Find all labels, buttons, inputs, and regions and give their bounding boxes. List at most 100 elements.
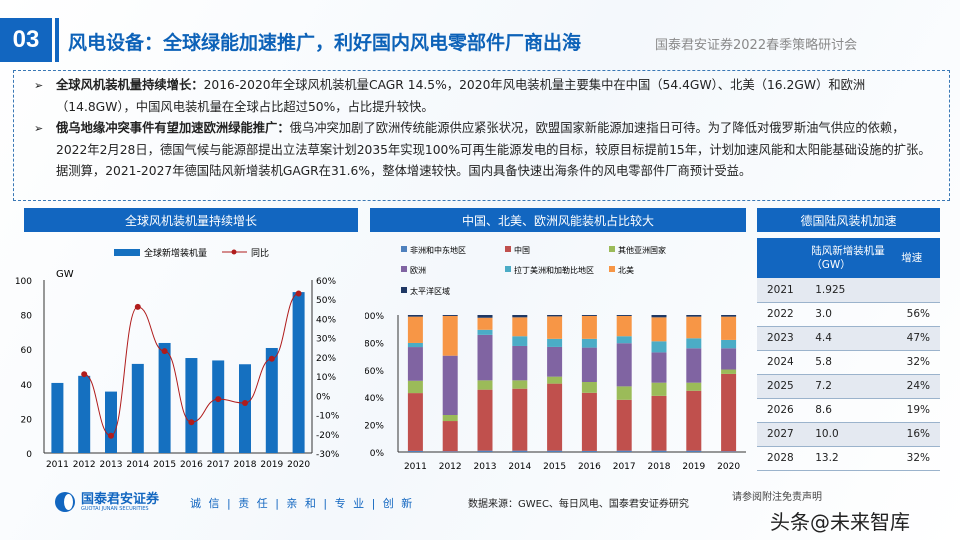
yoy-point xyxy=(242,400,248,407)
legend-label: 中国 xyxy=(514,245,530,255)
stacked-segment xyxy=(442,355,458,416)
page-title: 风电设备：全球绿能加速推广，利好国内风电零部件厂商出海 xyxy=(68,32,582,54)
table-row: 2027 10.0 16% xyxy=(757,422,940,447)
table-cell: 2023 xyxy=(757,326,806,351)
stacked-segment xyxy=(721,373,737,452)
y-tick-label: 60% xyxy=(365,367,384,377)
x-tick-label: 2013 xyxy=(474,462,497,472)
stacked-segment xyxy=(407,380,423,394)
arrow-bullet-icon: ➢ xyxy=(34,122,44,135)
y2-tick-label: -30% xyxy=(316,450,340,460)
stacked-segment xyxy=(547,383,563,451)
legend-swatch xyxy=(401,266,407,272)
table-cell: 5.8 xyxy=(805,350,896,375)
x-tick-label: 2017 xyxy=(207,460,230,470)
table-cell: 4.4 xyxy=(805,326,896,351)
yoy-point xyxy=(188,419,195,426)
stacked-segment xyxy=(512,345,528,381)
stacked-segment xyxy=(547,376,563,384)
arrow-bullet-icon: ➢ xyxy=(34,79,44,92)
y-tick-label: 100% xyxy=(365,312,384,322)
stacked-segment xyxy=(651,341,667,353)
section-header-middle: 中国、北美、欧洲风能装机占比较大 xyxy=(370,208,746,232)
x-tick-label: 2017 xyxy=(613,462,636,472)
legend-label: 北美 xyxy=(618,265,634,275)
yoy-point xyxy=(81,371,88,378)
stacked-segment xyxy=(477,389,493,451)
y-tick-label: 0% xyxy=(370,449,385,459)
legend-swatch-bar xyxy=(114,249,140,256)
stacked-segment xyxy=(442,315,458,356)
y2-tick-label: 30% xyxy=(316,335,336,345)
page-subtitle: 国泰君安证券2022春季策略研讨会 xyxy=(655,38,858,53)
stacked-segment xyxy=(686,348,702,383)
legend-label: 非洲和中东地区 xyxy=(410,245,466,255)
x-tick-label: 2011 xyxy=(404,462,427,472)
legend-label: 欧洲 xyxy=(410,265,426,275)
data-source: 数据来源：GWEC、每日风电、国泰君安证券研究 xyxy=(468,499,689,510)
table-cell: 8.6 xyxy=(805,398,896,423)
table-cell: 1.925 xyxy=(805,278,896,303)
yoy-line xyxy=(84,292,299,437)
bar xyxy=(105,391,117,453)
table-cell: 7.2 xyxy=(805,374,896,399)
y-tick-label: 40 xyxy=(21,381,33,391)
table-row: 2023 4.4 47% xyxy=(757,326,940,351)
stacked-segment xyxy=(721,316,737,340)
legend-label: 全球新增装机量 xyxy=(144,247,207,259)
stacked-segment xyxy=(547,450,563,452)
bar xyxy=(212,360,225,453)
stacked-segment xyxy=(512,317,528,337)
company-logo: 国泰君安证券 GUOTAI JUNAN SECURITIES xyxy=(55,492,159,512)
y2-tick-label: 40% xyxy=(316,315,336,325)
stacked-segment xyxy=(547,338,563,347)
stacked-segment xyxy=(442,421,458,452)
stacked-segment xyxy=(686,450,702,452)
stacked-segment xyxy=(616,315,632,337)
germany-onshore-table: 陆风新增装机量（GW） 增速 2021 1.925 2022 3.0 56% 2023 4.… xyxy=(757,238,940,471)
y-tick-label: 80 xyxy=(21,312,33,322)
stacked-segment xyxy=(512,380,528,389)
stacked-segment xyxy=(581,347,597,382)
stacked-segment xyxy=(477,329,493,335)
stacked-segment xyxy=(407,315,423,317)
stacked-segment xyxy=(616,315,632,316)
y2-tick-label: 0% xyxy=(316,392,331,402)
stacked-segment xyxy=(686,390,702,451)
stacked-segment xyxy=(477,334,493,381)
disclaimer: 请参阅附注免责声明 xyxy=(732,492,822,503)
section-header-right: 德国陆风装机加速 xyxy=(757,208,940,232)
x-tick-label: 2016 xyxy=(180,460,203,470)
stacked-segment xyxy=(512,336,528,346)
legend-marker xyxy=(231,249,237,255)
bar xyxy=(265,347,278,453)
y-tick-label: 20% xyxy=(365,422,384,432)
y-tick-label: 0 xyxy=(26,450,32,460)
legend-label: 太平洋区域 xyxy=(410,286,450,296)
y2-tick-label: 50% xyxy=(316,296,336,306)
company-motto: 诚 信 | 责 任 | 亲 和 | 专 业 | 创 新 xyxy=(190,497,415,510)
x-tick-label: 2016 xyxy=(578,462,601,472)
table-cell: 2027 xyxy=(757,422,806,447)
legend-swatch xyxy=(505,266,511,272)
x-tick-label: 2014 xyxy=(126,460,149,470)
bar xyxy=(158,342,171,453)
stacked-segment xyxy=(616,450,632,452)
yoy-point xyxy=(134,303,141,310)
y2-tick-label: 10% xyxy=(316,373,336,383)
x-tick-label: 2013 xyxy=(100,460,123,470)
yoy-point xyxy=(268,355,275,362)
stacked-segment xyxy=(581,392,597,451)
x-tick-label: 2014 xyxy=(508,462,531,472)
x-tick-label: 2020 xyxy=(287,460,310,470)
stacked-segment xyxy=(721,348,737,370)
stacked-segment xyxy=(442,415,458,422)
y-tick-label: 60 xyxy=(21,346,33,356)
global-installation-chart: 0 20 40 60 80 100 -30% -20% -10% 0% 10% 20% 30% 40% 50… xyxy=(15,247,340,470)
stacked-segment xyxy=(616,386,632,400)
stacked-segment xyxy=(547,315,563,317)
summary-box: ➢ 全球风机装机量持续增长：2016-2020年全球风机装机量CAGR 14.5%… xyxy=(13,70,950,201)
yoy-point xyxy=(215,396,222,403)
watermark: 头条@未来智库 xyxy=(770,510,910,534)
stacked-segment xyxy=(651,352,667,383)
